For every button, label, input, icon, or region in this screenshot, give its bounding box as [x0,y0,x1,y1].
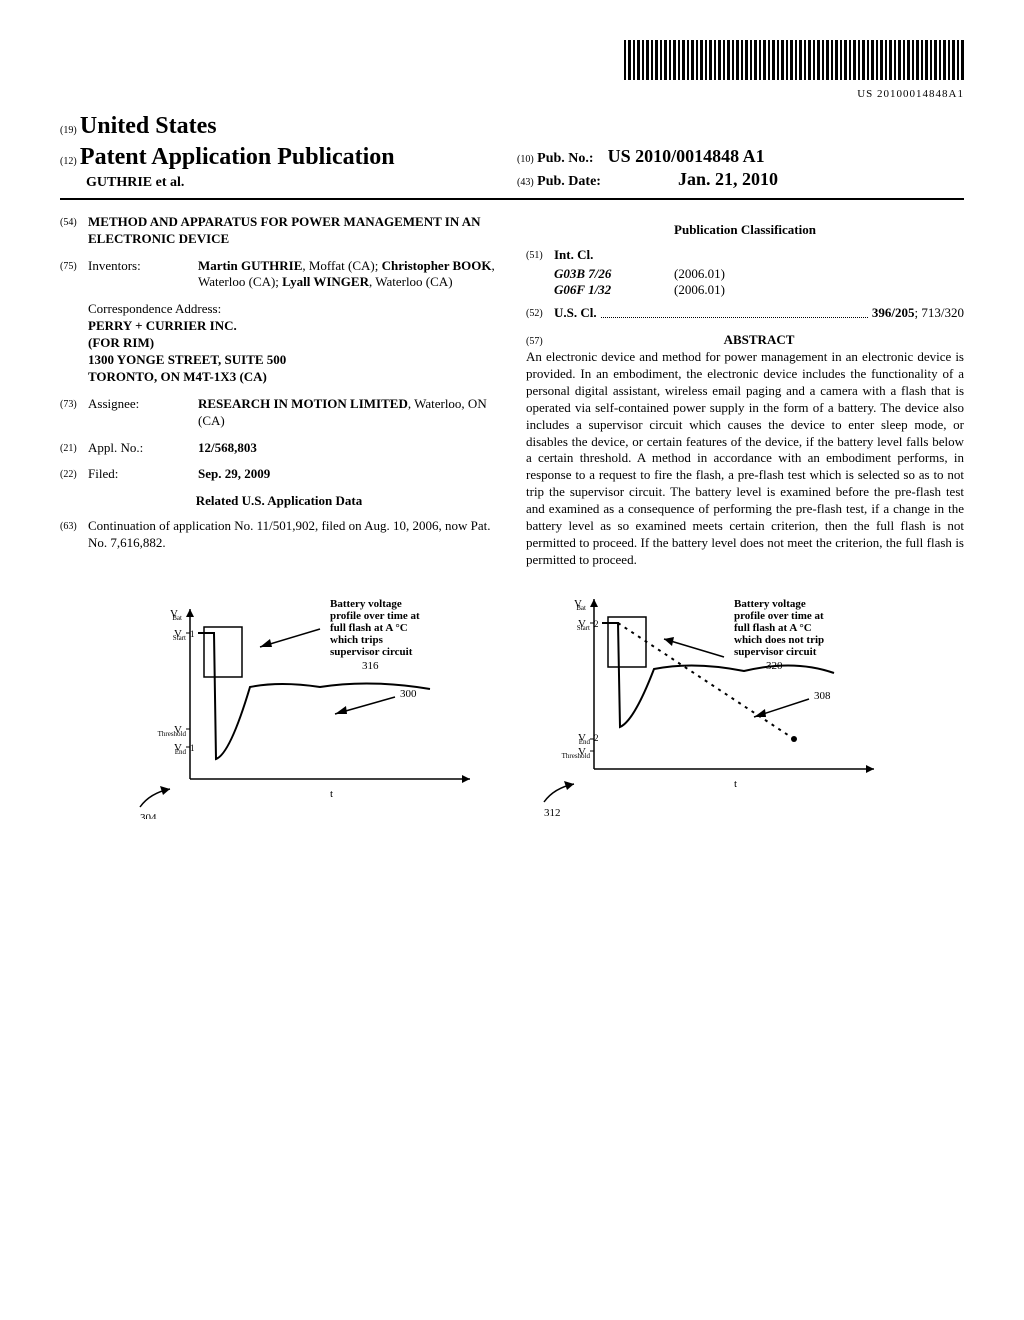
inventors: Martin GUTHRIE, Moffat (CA); Christopher… [198,258,498,292]
filed-label: Filed: [88,466,198,483]
inventor-1: Martin GUTHRIE [198,258,302,273]
corr-line4: TORONTO, ON M4T-1X3 (CA) [88,369,267,384]
svg-text:which does not trip: which does not trip [734,634,824,646]
svg-text:supervisor circuit: supervisor circuit [330,646,413,658]
field-num-51: (51) [526,247,554,262]
svg-text:Threshold: Threshold [158,730,187,738]
field-num-52: (52) [526,305,554,320]
pubdate: Jan. 21, 2010 [678,169,778,189]
main-columns: (54) METHOD AND APPARATUS FOR POWER MANA… [60,214,964,569]
assignee: RESEARCH IN MOTION LIMITED, Waterloo, ON… [198,396,498,430]
inventor-2: Christopher BOOK [382,258,492,273]
svg-text:2: 2 [594,733,599,743]
svg-text:Bat: Bat [173,614,183,622]
related-heading: Related U.S. Application Data [60,493,498,510]
svg-text:316: 316 [362,660,379,672]
applno: 12/568,803 [198,440,257,455]
continuation: Continuation of application No. 11/501,9… [88,518,498,552]
svg-text:Start: Start [173,634,186,642]
barcode [624,40,964,80]
applno-label: Appl. No.: [88,440,198,457]
pubdate-label: Pub. Date: [537,174,601,189]
abstract-label: ABSTRACT [724,332,795,347]
field-num-63: (63) [60,518,88,533]
svg-text:1: 1 [190,629,195,639]
field-num-21: (21) [60,440,88,455]
figure-chart-2: V Bat VStart2 VEnd2 VThreshold Battery v… [514,589,914,819]
barcode-region: US 20100014848A1 [60,40,964,101]
field-num-75: (75) [60,258,88,273]
svg-text:300: 300 [400,688,417,700]
svg-text:profile over time at: profile over time at [330,610,420,622]
abstract: An electronic device and method for powe… [526,349,964,569]
field-num-10: (10) [517,154,534,165]
svg-text:Start: Start [576,624,589,632]
svg-text:profile over time at: profile over time at [734,610,824,622]
inventors-label: Inventors: [88,258,198,275]
svg-text:supervisor circuit: supervisor circuit [734,646,817,658]
intcl-2-code: G06F 1/32 [554,282,674,299]
svg-text:End: End [578,738,590,746]
field-num-54: (54) [60,214,88,229]
svg-text:t: t [734,778,737,790]
svg-text:1: 1 [190,743,195,753]
intcl-label: Int. Cl. [554,247,593,262]
svg-text:2: 2 [594,619,599,629]
svg-text:304: 304 [140,812,157,819]
svg-text:full flash at A °C: full flash at A °C [330,622,408,634]
field-num-57: (57) [526,333,554,348]
pubno-label: Pub. No.: [537,151,593,166]
uscl-label: U.S. Cl. [554,305,597,322]
authors-line: GUTHRIE et al. [86,174,507,192]
svg-text:312: 312 [544,807,561,819]
invention-title: METHOD AND APPARATUS FOR POWER MANAGEMEN… [88,214,498,248]
uscl-dots [601,305,868,318]
svg-text:full flash at A °C: full flash at A °C [734,622,812,634]
intcl-2-date: (2006.01) [674,282,725,299]
inventor-3: Lyall WINGER [282,274,369,289]
corr-line3: 1300 YONGE STREET, SUITE 500 [88,352,286,367]
figure-chart-1: V Bat VStart1 VThreshold VEnd1 Battery v… [110,599,510,819]
svg-text:308: 308 [814,690,831,702]
svg-text:t: t [330,788,333,800]
barcode-text: US 20100014848A1 [60,87,964,101]
right-column: Publication Classification (51) Int. Cl.… [526,214,964,569]
uscl-value: 396/205; 713/320 [872,305,964,322]
field-num-73: (73) [60,396,88,411]
field-num-12: (12) [60,156,77,167]
svg-text:which trips: which trips [330,634,384,646]
field-num-43: (43) [517,177,534,188]
intcl-1-date: (2006.01) [674,266,725,283]
publication-type: Patent Application Publication [80,144,395,170]
header: (19) United States (12) Patent Applicati… [60,111,964,200]
assignee-label: Assignee: [88,396,198,413]
country: United States [80,113,217,139]
classification-heading: Publication Classification [526,222,964,239]
left-column: (54) METHOD AND APPARATUS FOR POWER MANA… [60,214,498,569]
svg-text:320: 320 [766,660,783,672]
figure-region: V Bat VStart1 VThreshold VEnd1 Battery v… [60,589,964,824]
svg-text:Battery voltage: Battery voltage [734,598,806,610]
corr-line1: PERRY + CURRIER INC. [88,318,237,333]
field-num-19: (19) [60,125,77,136]
svg-text:End: End [175,748,187,756]
intcl-1-code: G03B 7/26 [554,266,674,283]
svg-text:Threshold: Threshold [561,752,590,760]
field-num-22: (22) [60,466,88,481]
corr-line2: (FOR RIM) [88,335,154,350]
filed: Sep. 29, 2009 [198,466,270,481]
corr-label: Correspondence Address: [88,301,498,318]
correspondence-block: Correspondence Address: PERRY + CURRIER … [88,301,498,385]
svg-text:Bat: Bat [576,604,586,612]
pubno: US 2010/0014848 A1 [608,146,765,166]
svg-text:Battery voltage: Battery voltage [330,599,402,610]
